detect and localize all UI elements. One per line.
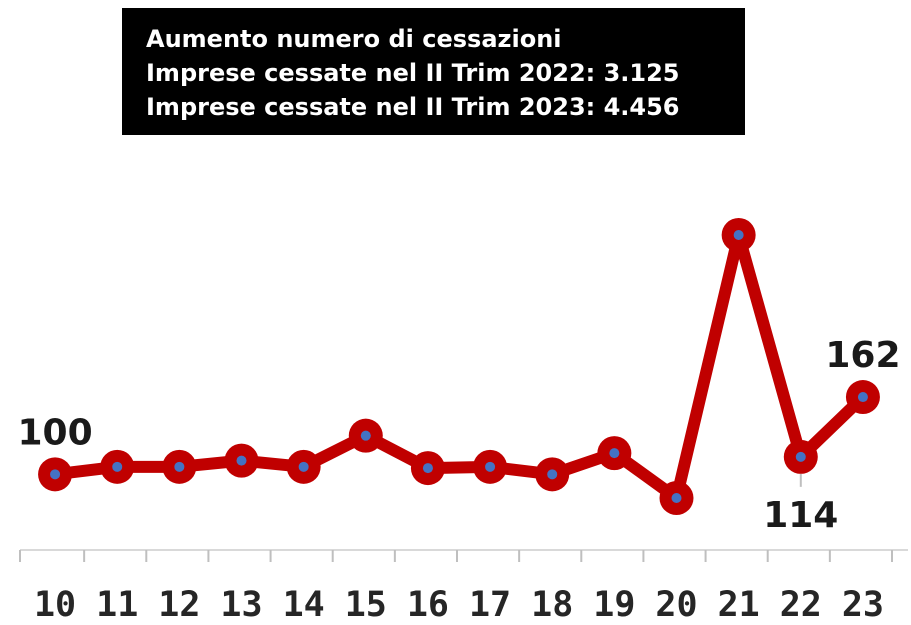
- chart-title: Imprese cessate nel II Trim 2022: 3.125: [146, 59, 680, 87]
- data-label: 162: [825, 335, 900, 376]
- title-box: [122, 8, 745, 135]
- marker-dot: [795, 451, 806, 462]
- marker-dot: [174, 461, 185, 472]
- x-tick-label: 15: [345, 585, 387, 625]
- x-tick-label: 20: [655, 585, 697, 625]
- chart-title: Aumento numero di cessazioni: [146, 25, 562, 53]
- marker-dot: [547, 469, 558, 480]
- x-tick-label: 17: [469, 585, 511, 625]
- marker-dot: [671, 493, 682, 503]
- x-tick-label: 21: [718, 585, 760, 625]
- x-tick-label: 10: [34, 585, 76, 625]
- x-tick-label: 14: [283, 585, 325, 625]
- marker-dot: [112, 461, 123, 472]
- x-tick-label: 19: [593, 585, 635, 625]
- marker-dot: [857, 392, 868, 403]
- marker-dot: [733, 230, 744, 240]
- x-tick-label: 23: [842, 585, 884, 625]
- x-tick-label: 11: [96, 585, 138, 625]
- marker-dot: [485, 461, 496, 472]
- marker-dot: [298, 461, 309, 472]
- x-tick-label: 13: [220, 585, 262, 625]
- marker-dot: [609, 448, 620, 459]
- marker-dot: [422, 463, 433, 474]
- x-tick-label: 22: [780, 585, 822, 625]
- data-label: 100: [17, 412, 92, 453]
- x-tick-label: 12: [158, 585, 200, 625]
- marker-dot: [236, 455, 247, 466]
- x-tick-label: 18: [531, 585, 573, 625]
- x-tick-label: 16: [407, 585, 449, 625]
- marker-dot: [360, 430, 371, 441]
- chart-title: Imprese cessate nel II Trim 2023: 4.456: [146, 93, 680, 121]
- marker-dot: [50, 469, 61, 480]
- data-label: 114: [763, 495, 838, 536]
